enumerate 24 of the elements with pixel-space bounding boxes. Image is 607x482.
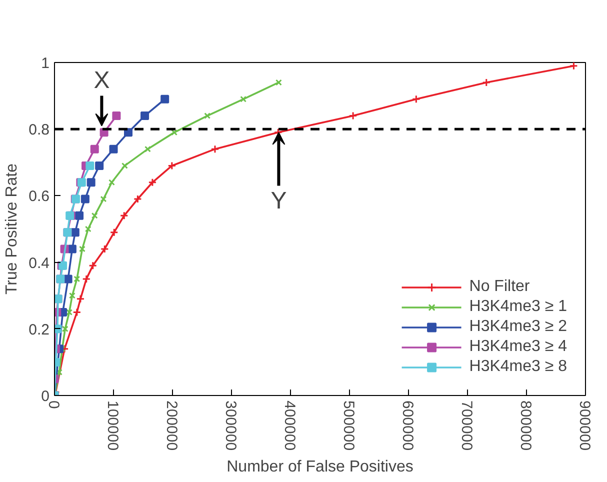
legend-label: H3K4me3 ≥ 8 <box>469 358 567 376</box>
y-axis-title: True Positive Rate <box>4 163 21 295</box>
y-tick-label: 0.8 <box>28 122 50 139</box>
x-tick-label: 100000 <box>104 400 121 451</box>
x-tick-label: 200000 <box>163 400 180 451</box>
y-tick-label: 0 <box>41 388 50 405</box>
x-tick-label: 600000 <box>399 400 416 451</box>
x-tick-label: 500000 <box>340 400 357 451</box>
annotation: X <box>94 66 110 94</box>
y-tick-label: 0.4 <box>28 254 50 272</box>
x-tick-label: 800000 <box>517 400 534 451</box>
x-axis-title: Number of False Positives <box>226 458 414 476</box>
y-tick-label: 1 <box>41 55 50 72</box>
x-tick-label: 900000 <box>576 400 593 451</box>
legend-label: No Filter <box>469 278 530 296</box>
y-tick-label: 0.6 <box>28 188 50 206</box>
annotation: Y <box>270 188 287 215</box>
legend-label: H3K4me3 ≥ 4 <box>469 338 567 356</box>
x-tick-label: 700000 <box>458 400 475 451</box>
x-tick-label: 300000 <box>222 400 239 451</box>
x-tick-label: 400000 <box>281 400 298 451</box>
y-tick-label: 0.2 <box>28 321 50 338</box>
legend-label: H3K4me3 ≥ 1 <box>469 298 567 316</box>
legend-label: H3K4me3 ≥ 2 <box>469 318 567 336</box>
